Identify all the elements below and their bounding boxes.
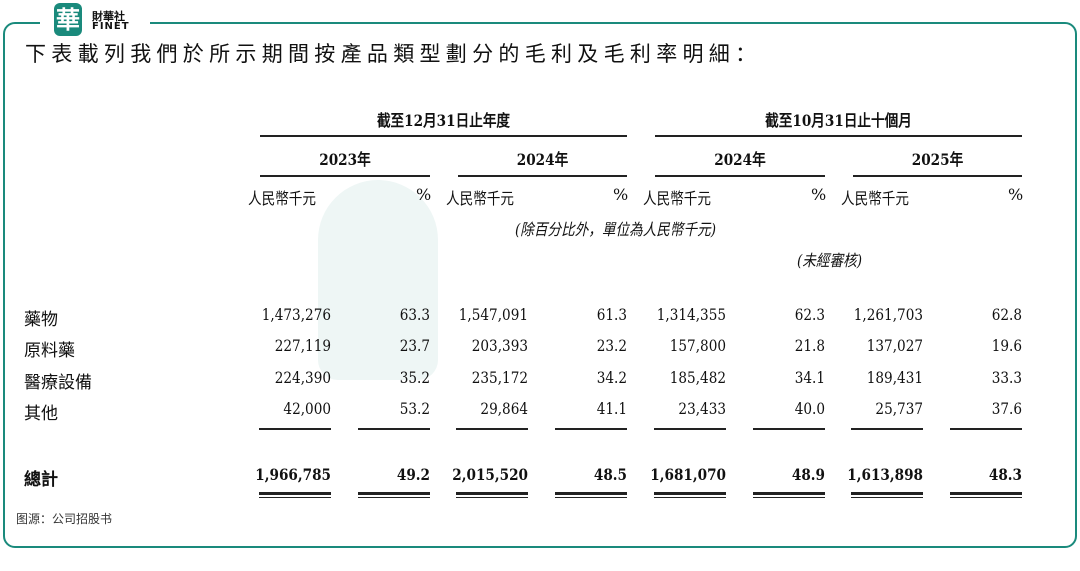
unit-label: 人民幣千元 — [643, 189, 712, 208]
total-cell: 49.2 — [396, 465, 430, 484]
frame-border — [3, 22, 1077, 548]
row-label: 其他 — [24, 404, 58, 424]
table-cell: 62.8 — [991, 305, 1022, 324]
total-cell: 48.5 — [593, 465, 627, 484]
table-cell: 42,000 — [283, 399, 331, 418]
total-label: 總計 — [24, 470, 58, 490]
subtotal-rule — [950, 428, 1022, 430]
table-cell: 62.3 — [794, 305, 825, 324]
year-divider — [260, 175, 430, 177]
table-cell: 1,547,091 — [458, 305, 528, 324]
total-cell: 48.9 — [791, 465, 825, 484]
table-cell: 23.2 — [596, 336, 627, 355]
table-cell: 235,172 — [471, 368, 528, 387]
percent-label: % — [416, 185, 432, 204]
table-cell: 35.2 — [399, 368, 430, 387]
group-divider — [260, 135, 627, 137]
total-double-rule — [654, 492, 726, 498]
table-cell: 185,482 — [669, 368, 726, 387]
year-header: 2023年 — [319, 150, 371, 169]
logo-name-cn: 財華社 — [92, 10, 125, 23]
table-cell: 227,119 — [274, 336, 331, 355]
unit-label: 人民幣千元 — [248, 189, 317, 208]
table-cell: 23,433 — [678, 399, 726, 418]
total-cell: 1,613,898 — [847, 465, 923, 484]
watermark-logo — [318, 180, 438, 380]
group-header: 截至12月31日止年度 — [376, 111, 511, 130]
logo-name-en: FINET — [92, 21, 130, 32]
total-cell: 48.3 — [988, 465, 1022, 484]
finet-logo: 華 — [54, 3, 82, 36]
table-cell: 1,314,355 — [656, 305, 726, 324]
table-cell: 61.3 — [596, 305, 627, 324]
table-cell: 25,737 — [875, 399, 923, 418]
percent-label: % — [613, 185, 629, 204]
subtotal-rule — [654, 428, 726, 430]
total-double-rule — [753, 492, 825, 498]
table-cell: 1,261,703 — [853, 305, 923, 324]
row-label: 藥物 — [24, 310, 58, 330]
table-cell: 137,027 — [866, 336, 923, 355]
subtotal-rule — [456, 428, 528, 430]
table-cell: 41.1 — [596, 399, 627, 418]
percent-label: % — [1008, 185, 1024, 204]
table-cell: 224,390 — [274, 368, 331, 387]
total-double-rule — [851, 492, 923, 498]
unit-note: (除百分比外，單位為人民幣千元) — [515, 220, 717, 239]
unaudited-note: (未經審核) — [797, 251, 863, 270]
year-header: 2025年 — [911, 150, 964, 169]
table-cell: 53.2 — [399, 399, 430, 418]
logo-char: 華 — [56, 5, 80, 34]
page-title: 下表載列我們於所示期間按產品類型劃分的毛利及毛利率明細： — [25, 42, 762, 66]
table-cell: 1,473,276 — [261, 305, 331, 324]
table-cell: 34.1 — [794, 368, 825, 387]
group-header: 截至10月31日止十個月 — [765, 111, 912, 130]
table-cell: 40.0 — [794, 399, 825, 418]
year-header: 2024年 — [714, 150, 766, 169]
year-divider — [458, 175, 627, 177]
total-cell: 1,681,070 — [650, 465, 726, 484]
total-double-rule — [259, 492, 331, 498]
table-cell: 34.2 — [596, 368, 627, 387]
table-cell: 189,431 — [866, 368, 923, 387]
year-header: 2024年 — [516, 150, 569, 169]
row-label: 原料藥 — [24, 341, 75, 361]
total-double-rule — [555, 492, 627, 498]
percent-label: % — [811, 185, 827, 204]
table-cell: 33.3 — [991, 368, 1022, 387]
subtotal-rule — [851, 428, 923, 430]
year-divider — [853, 175, 1022, 177]
total-double-rule — [950, 492, 1022, 498]
subtotal-rule — [259, 428, 331, 430]
group-divider — [655, 135, 1022, 137]
table-cell: 63.3 — [399, 305, 430, 324]
unit-label: 人民幣千元 — [841, 189, 910, 208]
year-divider — [655, 175, 825, 177]
subtotal-rule — [753, 428, 825, 430]
total-double-rule — [358, 492, 430, 498]
source-caption: 图源：公司招股书 — [16, 512, 113, 526]
total-cell: 2,015,520 — [452, 465, 528, 484]
total-cell: 1,966,785 — [255, 465, 331, 484]
subtotal-rule — [555, 428, 627, 430]
table-cell: 21.8 — [794, 336, 825, 355]
table-cell: 203,393 — [471, 336, 528, 355]
row-label: 醫療設備 — [24, 373, 92, 393]
subtotal-rule — [358, 428, 430, 430]
table-cell: 19.6 — [991, 336, 1022, 355]
total-double-rule — [456, 492, 528, 498]
table-cell: 37.6 — [991, 399, 1022, 418]
table-cell: 157,800 — [669, 336, 726, 355]
unit-label: 人民幣千元 — [446, 189, 515, 208]
table-cell: 23.7 — [399, 336, 430, 355]
table-cell: 29,864 — [480, 399, 528, 418]
